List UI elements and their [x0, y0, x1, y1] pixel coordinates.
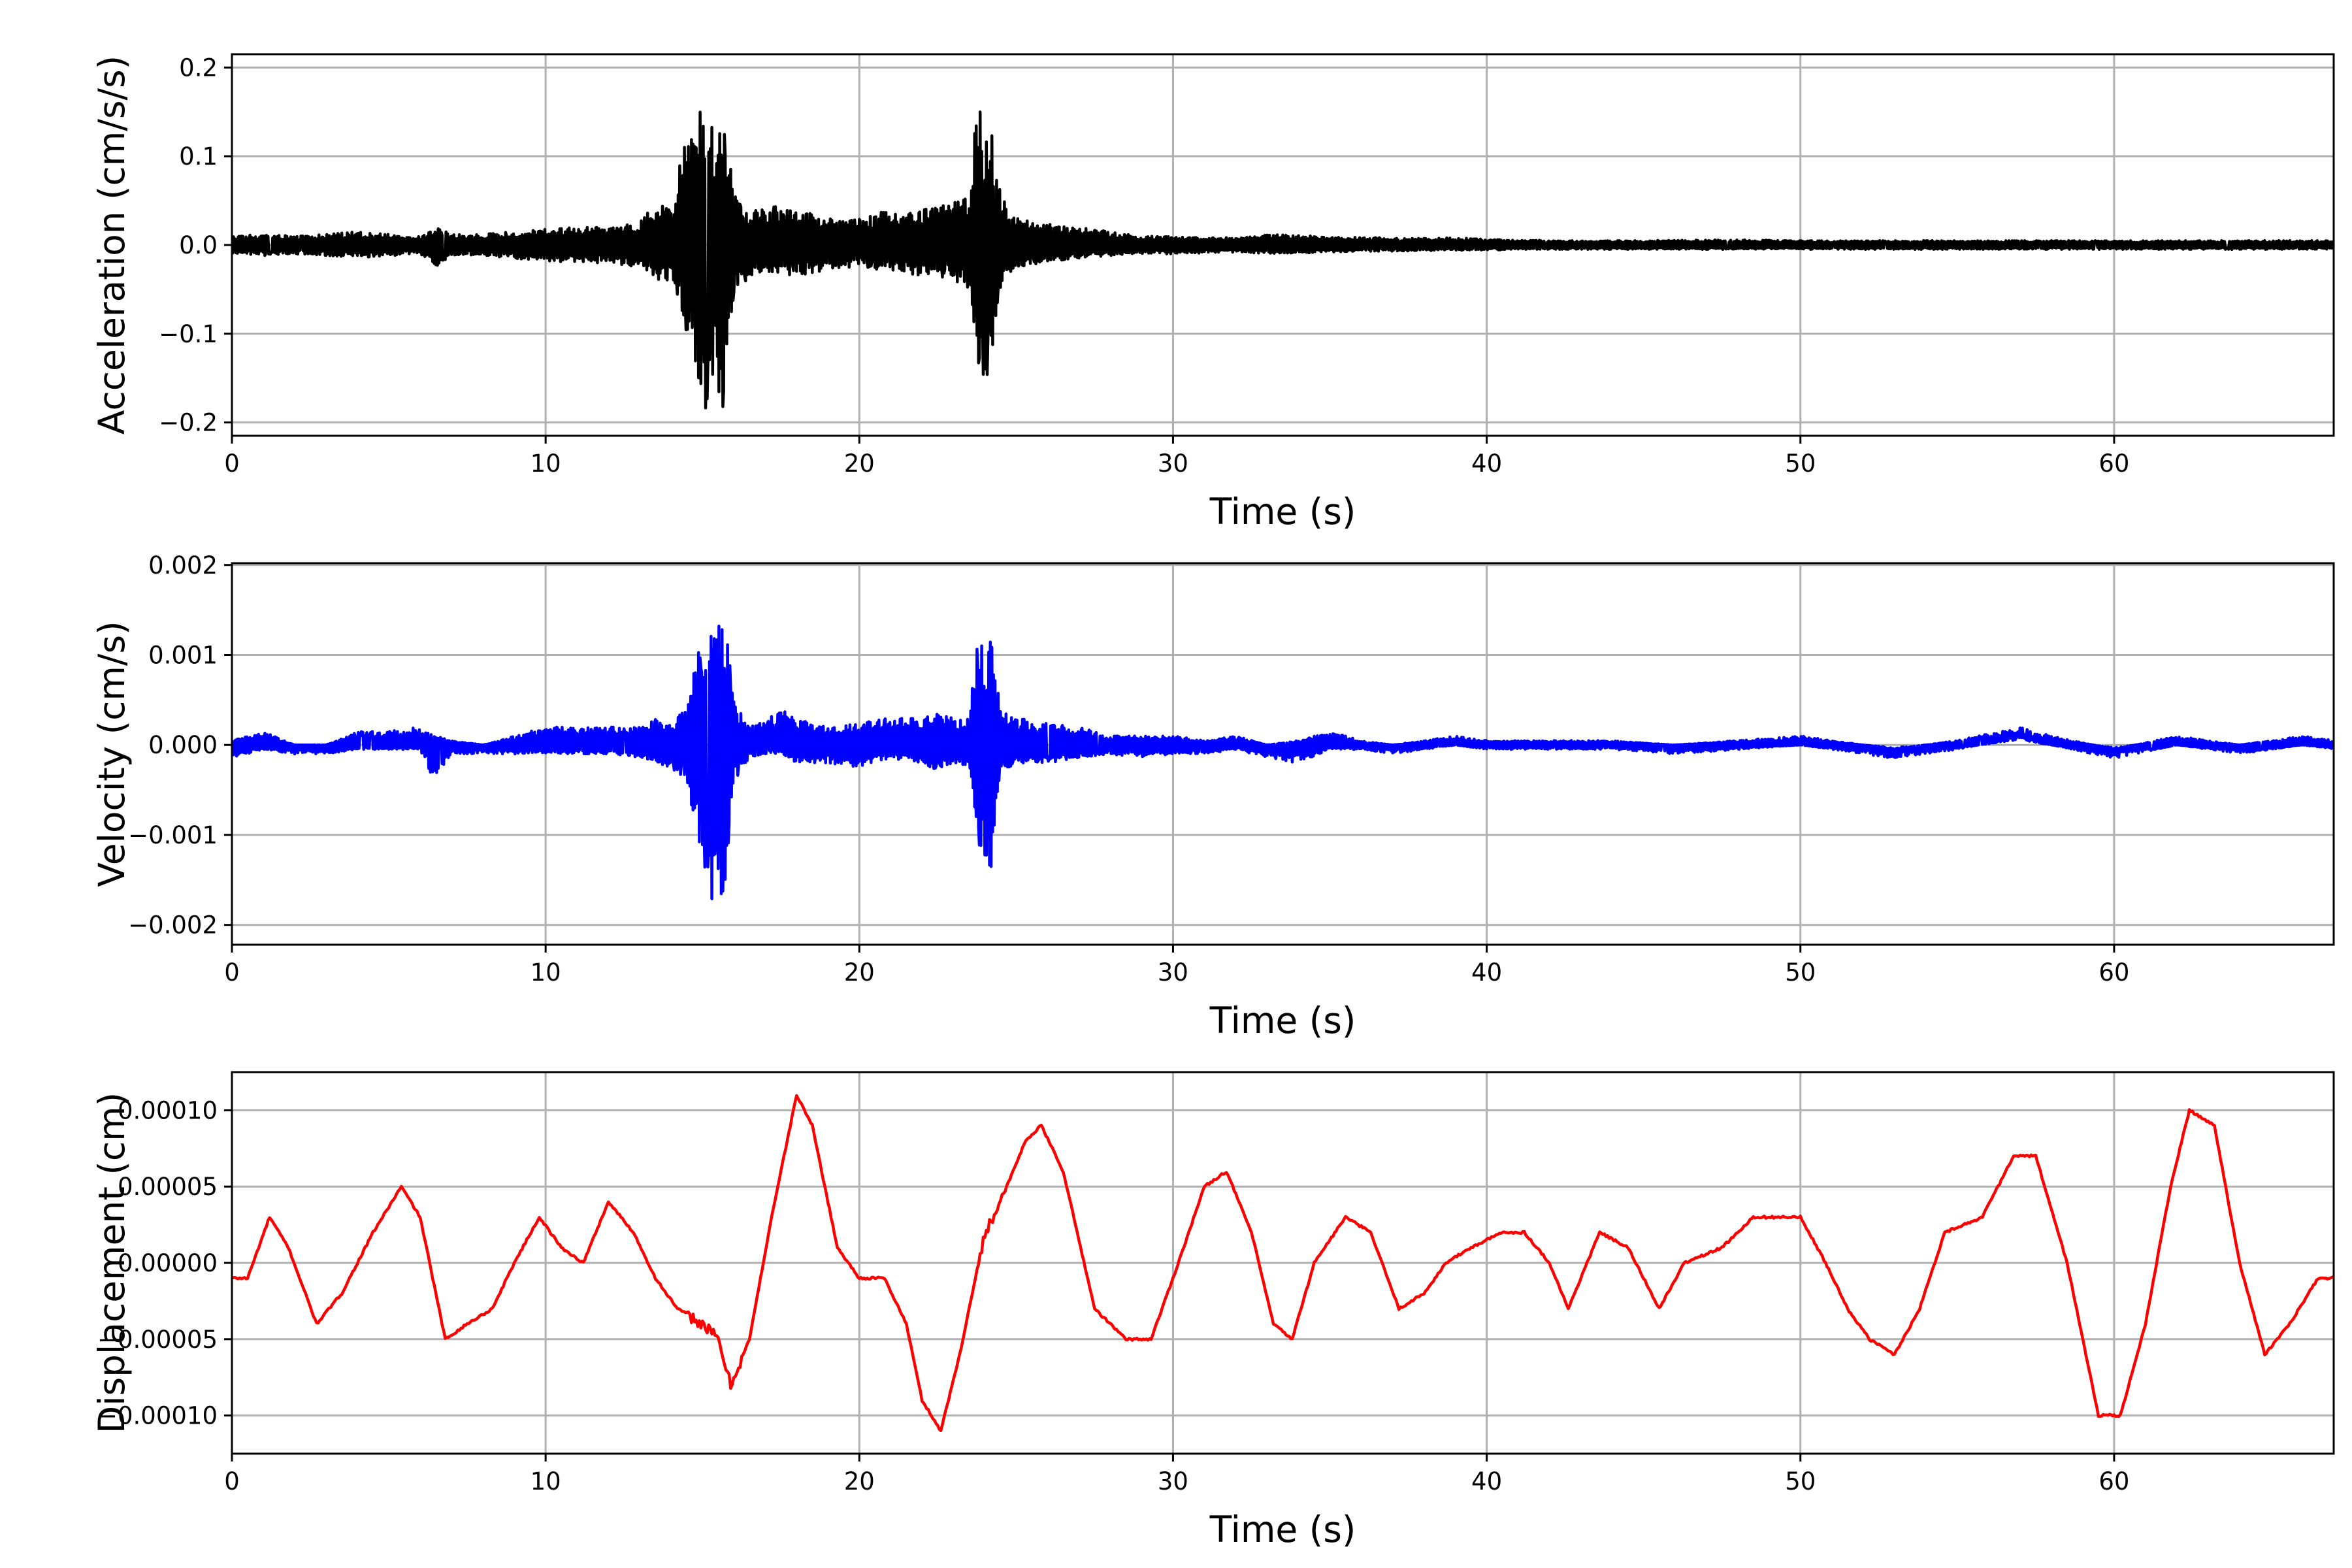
displacement-x-axis-label: Time (s) — [1209, 1509, 1356, 1550]
displacement-y-tick-label: 0.00005 — [118, 1173, 218, 1201]
acceleration-y-tick-label: −0.2 — [159, 409, 218, 437]
velocity-x-tick-label: 30 — [1158, 958, 1188, 987]
velocity-y-tick-label: 0.001 — [148, 641, 218, 669]
acceleration-x-tick-label: 40 — [1471, 449, 1502, 478]
displacement-ticks: 0 10 20 30 40 50 60 −0.00010 −0.00005 0.00000 0.00… — [97, 1096, 2129, 1495]
acceleration-x-tick-label: 0 — [224, 449, 240, 478]
displacement-x-tick-label: 20 — [844, 1467, 875, 1495]
acceleration-y-tick-label: 0.2 — [179, 54, 218, 82]
acceleration-ticks: 0 10 20 30 40 50 60 −0.2 −0.1 0.0 0.1 0.2 — [159, 54, 2129, 478]
displacement-y-axis-label: Displacement (cm) — [91, 1092, 133, 1433]
displacement-trace-layer — [232, 1094, 2334, 1433]
displacement-x-tick-label: 10 — [531, 1467, 561, 1495]
acceleration-series-line — [232, 110, 2334, 410]
velocity-y-tick-label: 0.000 — [148, 731, 218, 759]
velocity-x-tick-label: 0 — [224, 958, 240, 987]
velocity-x-tick-label: 60 — [2099, 958, 2129, 987]
displacement-y-tick-label: −0.00005 — [97, 1326, 218, 1354]
displacement-x-tick-label: 60 — [2099, 1467, 2129, 1495]
displacement-x-tick-label: 30 — [1158, 1467, 1188, 1495]
velocity-ticks: 0 10 20 30 40 50 60 −0.002 −0.001 0.000 0.001 0.002 — [128, 551, 2129, 987]
velocity-series-line — [232, 625, 2334, 901]
displacement-x-tick-label: 0 — [224, 1467, 240, 1495]
acceleration-y-tick-label: 0.1 — [179, 142, 218, 171]
velocity-x-axis-label: Time (s) — [1209, 1000, 1356, 1041]
acceleration-panel: 0 10 20 30 40 50 60−0.2−0.10.00.10.2 Time (s) … — [91, 53, 2335, 532]
acceleration-x-axis-label: Time (s) — [1209, 491, 1356, 532]
velocity-y-axis-label: Velocity (cm/s) — [91, 621, 133, 887]
displacement-panel: 0 10 20 30 40 50 60 −0.00010 −0.00005 0.00000 0.00… — [91, 1071, 2335, 1550]
velocity-x-tick-label: 20 — [844, 958, 875, 987]
displacement-x-tick-label: 50 — [1785, 1467, 1816, 1495]
velocity-x-tick-label: 40 — [1471, 958, 1502, 987]
displacement-x-tick-label: 40 — [1471, 1467, 1502, 1495]
displacement-y-tick-label: 0.00000 — [118, 1249, 218, 1277]
velocity-y-tick-label: −0.002 — [128, 911, 218, 939]
velocity-x-tick-label: 10 — [531, 958, 561, 987]
acceleration-y-tick-label: −0.1 — [159, 320, 218, 348]
velocity-trace-layer — [232, 625, 2334, 901]
velocity-axes-frame — [231, 562, 2335, 946]
displacement-y-tick-label: 0.00010 — [118, 1096, 218, 1124]
acceleration-y-axis-label: Acceleration (cm/s/s) — [91, 56, 133, 434]
velocity-panel: 0 10 20 30 40 50 60 −0.002 −0.001 0.000 0.001 0.002… — [91, 551, 2335, 1041]
displacement-y-tick-label: −0.00010 — [97, 1402, 218, 1430]
displacement-series-line — [232, 1094, 2334, 1433]
velocity-y-tick-label: 0.002 — [148, 551, 218, 580]
acceleration-x-tick-label: 60 — [2099, 449, 2129, 478]
acceleration-x-tick-label: 20 — [844, 449, 875, 478]
acceleration-x-tick-label: 50 — [1785, 449, 1816, 478]
acceleration-x-tick-label: 10 — [531, 449, 561, 478]
acceleration-y-tick-label: 0.0 — [179, 231, 218, 259]
acceleration-x-tick-label: 30 — [1158, 449, 1188, 478]
acceleration-trace-layer — [232, 110, 2334, 410]
velocity-y-tick-label: −0.001 — [128, 821, 218, 849]
velocity-x-tick-label: 50 — [1785, 958, 1816, 987]
